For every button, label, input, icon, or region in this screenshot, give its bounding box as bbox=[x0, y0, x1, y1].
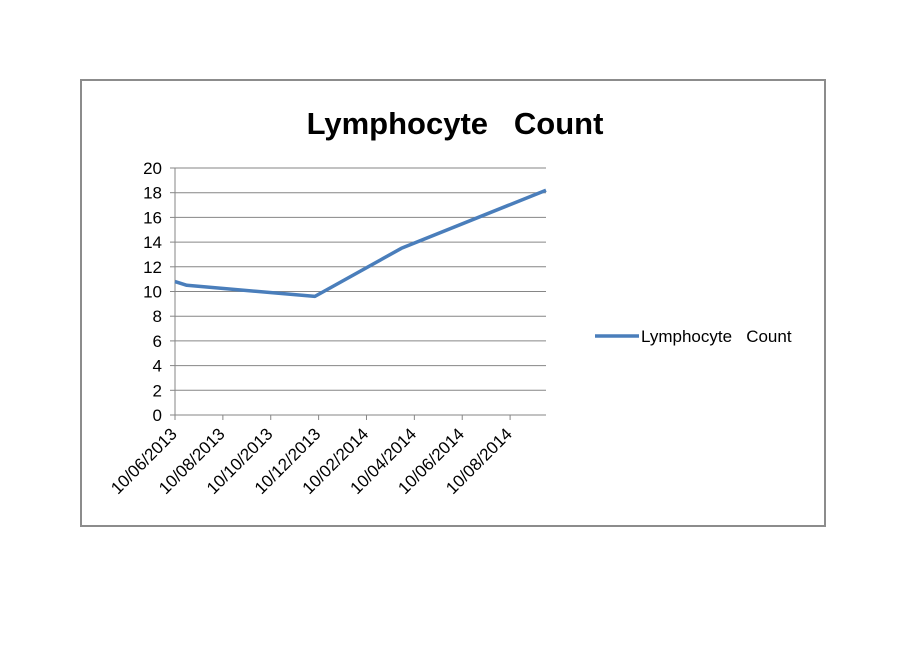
series-lines bbox=[174, 188, 547, 299]
y-tick-label: 20 bbox=[143, 159, 162, 178]
x-axis-tick-labels: 10/06/201310/08/201310/10/201310/12/2013… bbox=[107, 424, 516, 498]
y-tick-label: 16 bbox=[143, 208, 162, 227]
line-chart: Lymphocyte Count 0 2 4 6 8 10 12 14 16 18 20 10/06… bbox=[107, 106, 792, 498]
y-tick-label: 0 bbox=[153, 406, 162, 425]
legend-label: Lymphocyte Count bbox=[641, 327, 792, 346]
series-line bbox=[174, 188, 547, 299]
y-tick-label: 10 bbox=[143, 283, 162, 302]
legend: Lymphocyte Count bbox=[595, 327, 792, 346]
y-tick-label: 2 bbox=[153, 381, 162, 400]
y-tick-label: 14 bbox=[143, 233, 162, 252]
chart-title: Lymphocyte Count bbox=[307, 106, 604, 141]
y-tick-label: 18 bbox=[143, 184, 162, 203]
y-tick-label: 4 bbox=[153, 357, 162, 376]
chart-area: Lymphocyte Count 0 2 4 6 8 10 12 14 16 18 20 10/06… bbox=[80, 79, 826, 527]
axes bbox=[170, 167, 546, 420]
gridlines bbox=[175, 167, 546, 391]
y-tick-label: 8 bbox=[153, 307, 162, 326]
y-tick-label: 6 bbox=[153, 332, 162, 351]
y-axis-tick-labels: 0 2 4 6 8 10 12 14 16 18 20 bbox=[143, 159, 162, 425]
y-tick-label: 12 bbox=[143, 258, 162, 277]
